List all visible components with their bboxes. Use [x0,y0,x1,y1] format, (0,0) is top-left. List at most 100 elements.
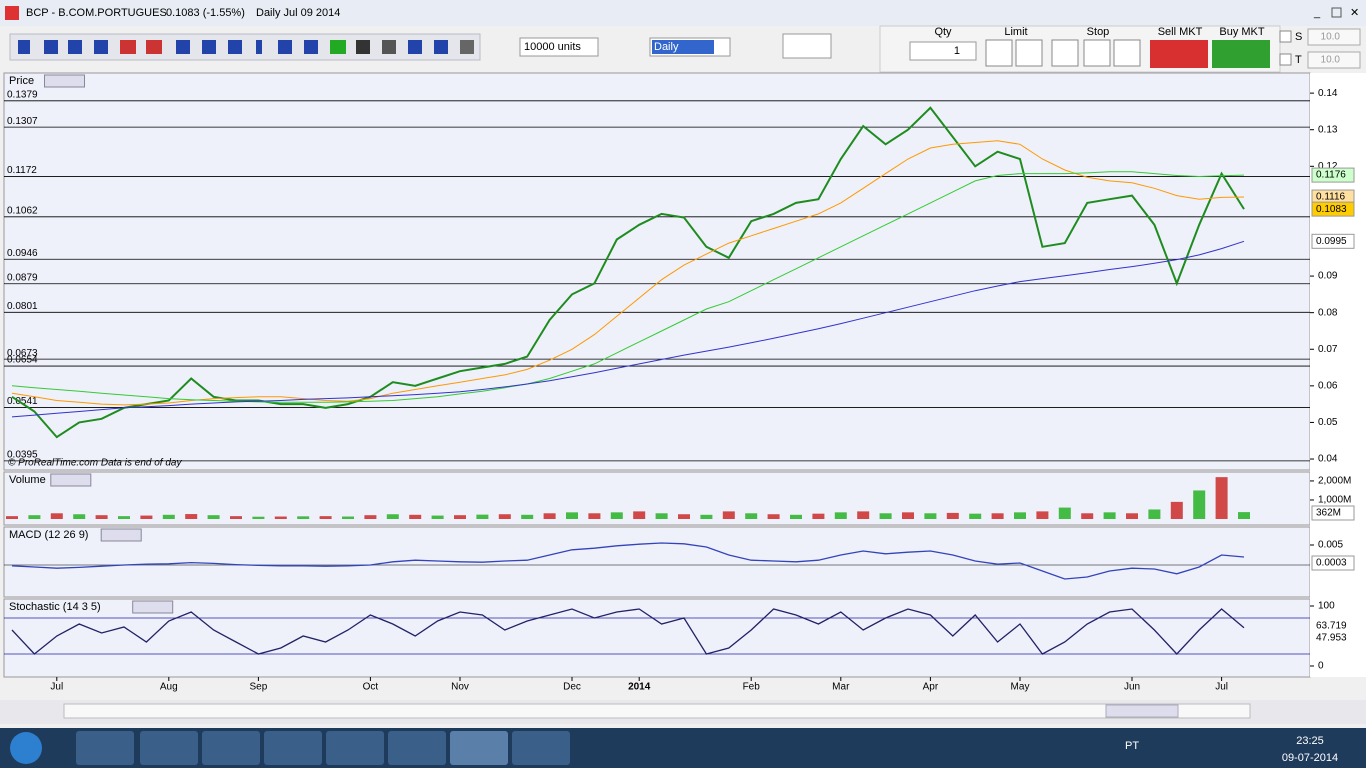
sell-button[interactable] [1150,40,1208,68]
tool[interactable] [304,40,318,54]
buy-button[interactable] [1212,40,1270,68]
clock-date: 09-07-2014 [1282,752,1338,764]
last-value-label: 0.1083 [1316,204,1347,215]
volume-bar [543,513,556,519]
task-item[interactable] [450,731,508,765]
last-value-label: 0.1176 [1316,170,1346,181]
x-tick-label: May [1011,682,1030,693]
task-item[interactable] [512,731,570,765]
y-tick-label: 0.005 [1318,540,1343,551]
task-item[interactable] [326,731,384,765]
task-item[interactable] [202,731,260,765]
level-label: 0.0654 [7,355,38,366]
volume-bar [1193,490,1206,519]
volume-bar [342,516,354,519]
stop-buy[interactable] [1051,39,1079,67]
scroll-thumb[interactable] [1105,704,1179,718]
panel-buttons[interactable] [132,600,174,614]
task-item[interactable] [388,731,446,765]
s-input[interactable] [1307,28,1361,46]
tool[interactable] [94,40,108,54]
limit-buy[interactable] [985,39,1013,67]
panel-buttons[interactable] [50,473,92,487]
tool[interactable] [460,40,474,54]
s-label: S [1295,31,1302,43]
units-select[interactable] [519,37,599,57]
close[interactable]: ✕ [1350,7,1359,19]
watermark: © ProRealTime.com Data is end of day [8,458,182,469]
x-tick-label: Nov [451,682,469,693]
title-bar [0,0,1366,26]
stop-other[interactable] [1113,39,1141,67]
level-label: 0.1172 [7,165,37,176]
x-tick-label: Oct [363,682,379,693]
tool[interactable] [408,40,422,54]
volume-bar [655,513,668,519]
last-value-box [1311,555,1355,571]
stop-sell[interactable] [1083,39,1111,67]
timeframe-value: Daily [654,41,679,53]
tool[interactable] [330,40,346,54]
y-tick-label: 0 [1318,661,1324,672]
limit-sell[interactable] [1015,39,1043,67]
s-value: 10.0 [1321,32,1341,43]
tool[interactable] [278,40,292,54]
volume-bar [498,514,511,519]
panel-buttons[interactable] [100,528,142,542]
volume-bar [633,511,646,519]
panel-buttons[interactable] [44,74,85,88]
t-checkbox[interactable] [1279,53,1292,66]
t-input[interactable] [1307,51,1361,69]
y-tick-label: 2,000M [1318,476,1351,487]
tool[interactable] [256,40,262,54]
volume-bar [50,513,63,519]
level-label: 0.0946 [7,248,38,259]
y-tick-label: 0.09 [1318,271,1338,282]
level-label: 0.1062 [7,205,38,216]
task-item[interactable] [140,731,198,765]
y-tick-label: 0.07 [1318,344,1338,355]
level-label: 0.0541 [7,396,38,407]
volume-bar [319,516,332,519]
tool[interactable] [120,40,136,54]
indicator-button[interactable] [782,33,832,59]
volume-bar [297,516,310,519]
tool[interactable] [382,40,396,54]
volume-bar [476,514,489,519]
tool[interactable] [356,40,370,54]
last-value-box [1311,167,1355,183]
tool[interactable] [68,40,82,54]
x-tick-label: Apr [923,682,939,693]
volume-bar [521,514,534,519]
y-tick-label: 0.06 [1318,380,1338,391]
qty-input[interactable] [909,41,977,61]
scrollbar[interactable] [63,703,1251,719]
volume-bar [431,515,444,519]
s-checkbox[interactable] [1279,30,1292,43]
maximize[interactable] [1331,7,1342,18]
tool[interactable] [176,40,190,54]
tool[interactable] [44,40,58,54]
minimize[interactable]: _ [1313,7,1321,19]
tool[interactable] [202,40,216,54]
volume-bar [834,512,847,519]
task-item[interactable] [76,731,134,765]
clock-time: 23:25 [1296,735,1324,747]
volume-bar [722,511,735,519]
series-line [11,240,1245,418]
x-tick-label: 2014 [628,682,651,693]
task-item[interactable] [264,731,322,765]
qty-label: Qty [934,26,952,38]
start-button[interactable] [10,732,42,764]
series-line [11,542,1245,580]
tool[interactable] [434,40,448,54]
volume-bar [1103,512,1116,519]
window-period: Daily Jul 09 2014 [256,7,340,19]
tool[interactable] [228,40,242,54]
volume-bar [588,513,601,519]
tool[interactable] [146,40,162,54]
tool[interactable] [18,40,30,54]
last-value-box [1311,233,1355,249]
volume-bar [745,513,758,519]
level-label: 0.1379 [7,89,38,100]
